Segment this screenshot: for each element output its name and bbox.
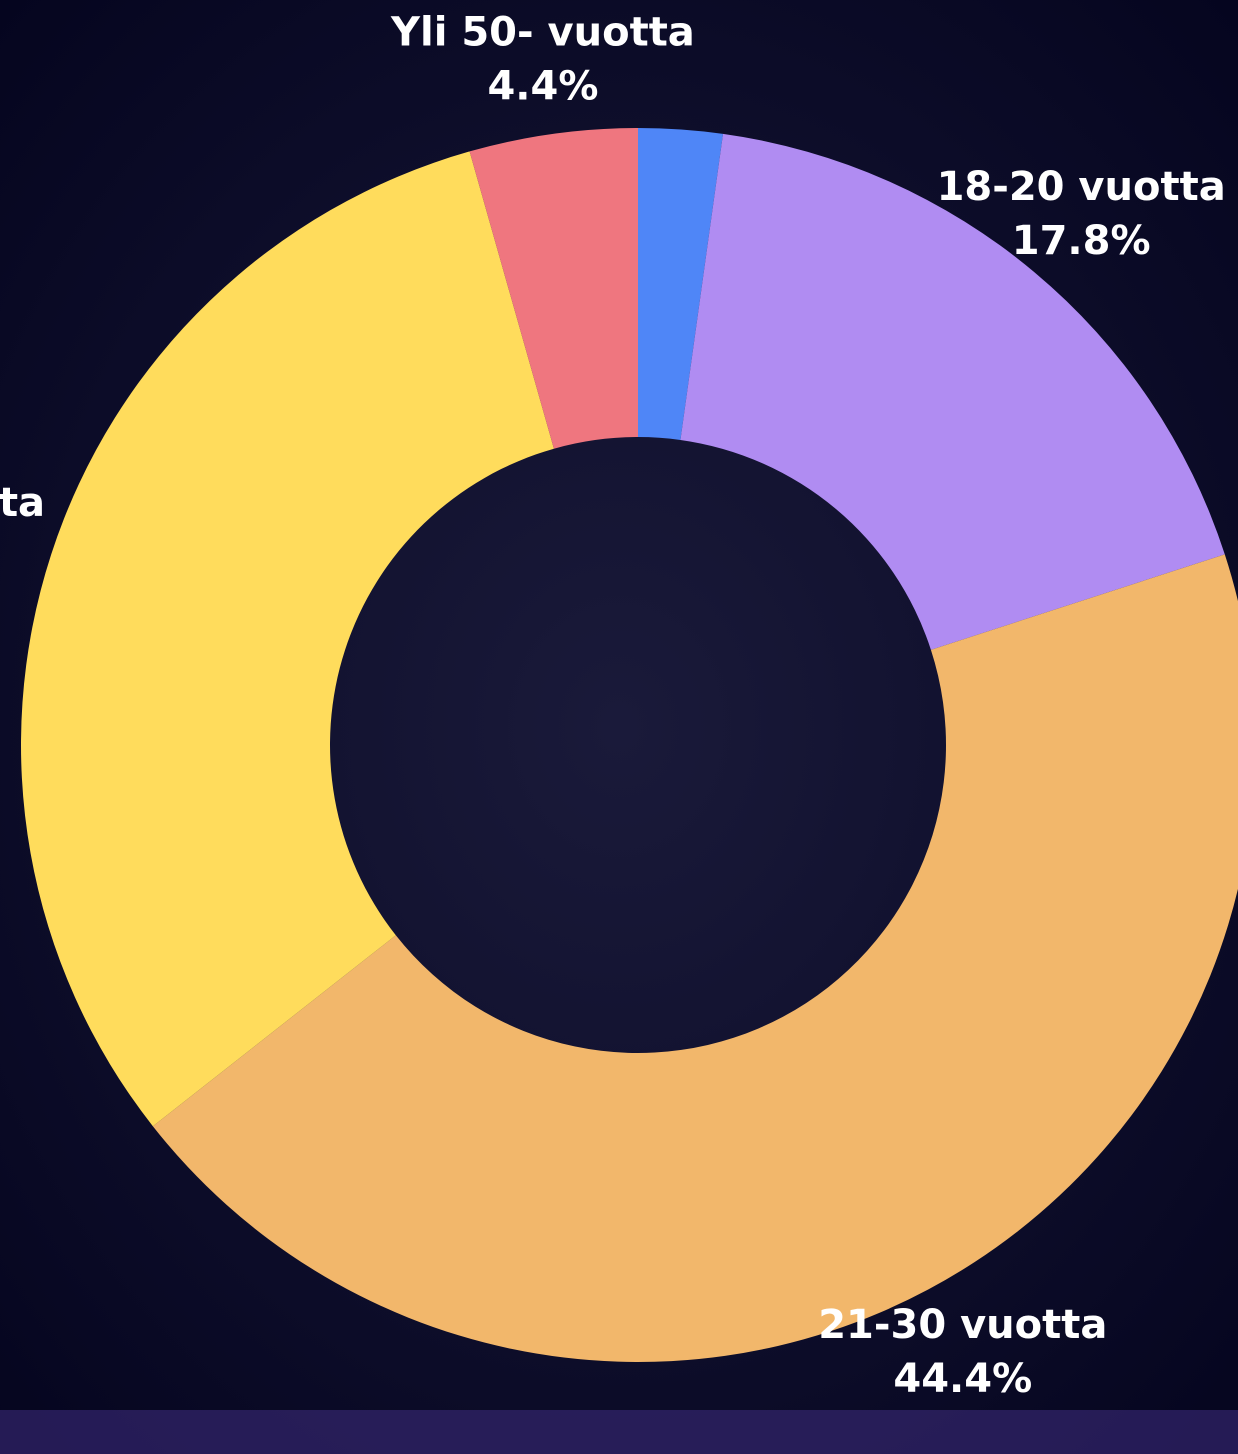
donut-segment bbox=[469, 128, 638, 449]
donut-segment bbox=[20, 151, 554, 1127]
floor bbox=[0, 1410, 1238, 1454]
segment-value-label: 4.4% bbox=[487, 64, 598, 110]
segment-label: 18-20 vuotta bbox=[937, 164, 1226, 210]
donut-segment bbox=[152, 554, 1238, 1362]
segment-label: ta bbox=[0, 480, 45, 526]
donut-segment bbox=[638, 128, 724, 440]
segment-label: Yli 50- vuotta bbox=[390, 10, 695, 56]
segment-value-label: 17.8% bbox=[1012, 218, 1151, 264]
donut-segment bbox=[680, 133, 1225, 650]
segment-label: 21-30 vuotta bbox=[818, 1302, 1107, 1348]
segment-value-label: 44.4% bbox=[893, 1356, 1032, 1402]
